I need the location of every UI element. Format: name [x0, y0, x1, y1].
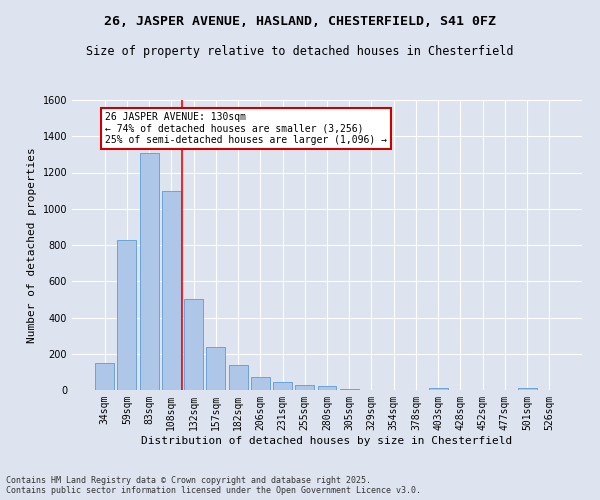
Bar [518, 388, 536, 390]
Bar [140, 152, 158, 390]
Bar [251, 378, 270, 390]
Bar [206, 348, 225, 390]
Bar [295, 385, 314, 390]
Bar [118, 240, 136, 390]
Text: 26 JASPER AVENUE: 130sqm
← 74% of detached houses are smaller (3,256)
25% of sem: 26 JASPER AVENUE: 130sqm ← 74% of detach… [105, 112, 387, 145]
Bar [317, 386, 337, 390]
Bar [162, 190, 181, 390]
Text: Size of property relative to detached houses in Chesterfield: Size of property relative to detached ho… [86, 45, 514, 58]
Bar [273, 382, 292, 390]
X-axis label: Distribution of detached houses by size in Chesterfield: Distribution of detached houses by size … [142, 436, 512, 446]
Bar [429, 388, 448, 390]
Bar [184, 300, 203, 390]
Bar [95, 363, 114, 390]
Text: Contains HM Land Registry data © Crown copyright and database right 2025.
Contai: Contains HM Land Registry data © Crown c… [6, 476, 421, 495]
Text: 26, JASPER AVENUE, HASLAND, CHESTERFIELD, S41 0FZ: 26, JASPER AVENUE, HASLAND, CHESTERFIELD… [104, 15, 496, 28]
Bar [340, 388, 359, 390]
Bar [229, 364, 248, 390]
Y-axis label: Number of detached properties: Number of detached properties [27, 147, 37, 343]
